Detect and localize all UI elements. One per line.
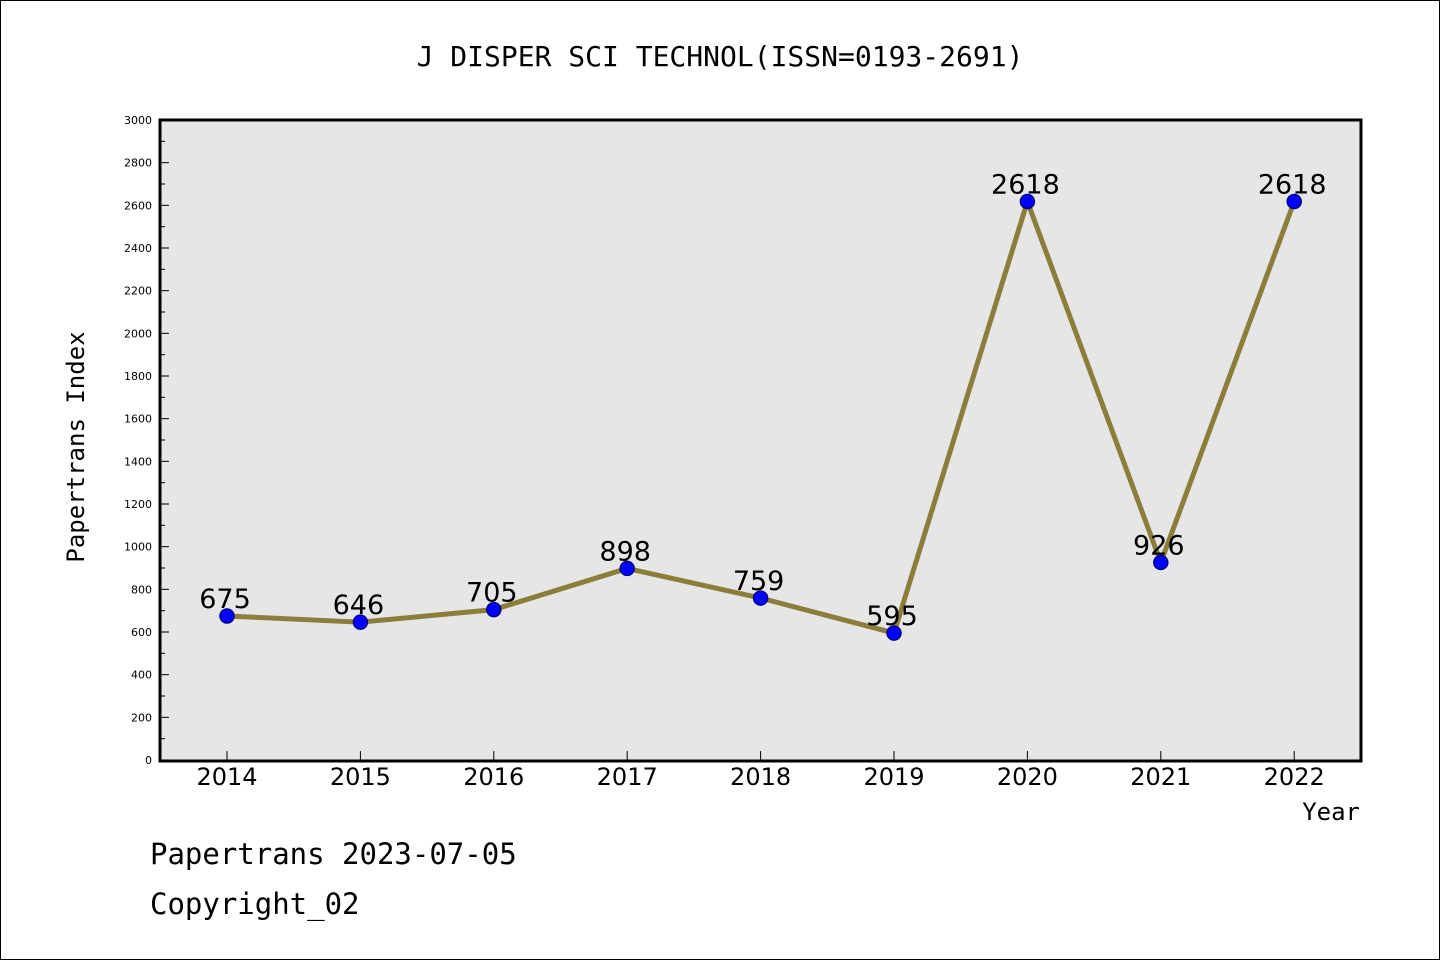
data-point <box>886 625 902 641</box>
y-tick-label: 3000 <box>124 114 152 127</box>
data-label: 646 <box>333 590 385 621</box>
y-tick-label: 0 <box>145 754 152 767</box>
y-tick-label: 1000 <box>124 541 152 554</box>
x-tick-label: 2016 <box>463 763 524 791</box>
y-tick-label: 200 <box>131 711 152 724</box>
plot-area <box>158 118 1363 763</box>
data-point <box>486 601 502 618</box>
y-tick-label: 2800 <box>124 157 152 170</box>
footer-date: Papertrans 2023-07-05 <box>150 837 517 871</box>
x-tick-label: 2017 <box>597 763 658 791</box>
y-tick-label: 1400 <box>124 455 152 468</box>
x-axis-label: Year <box>1302 798 1360 826</box>
y-tick-label: 2200 <box>124 285 152 298</box>
y-tick-label: 600 <box>131 626 152 639</box>
x-tick-label: 2018 <box>730 763 791 791</box>
y-axis-label: Papertrans Index <box>62 331 90 562</box>
data-labels: 675 646 705 898 759 595 2618 926 2618 <box>199 169 1326 632</box>
data-label: 2618 <box>1258 169 1327 200</box>
y-tick-label: 1200 <box>124 498 152 511</box>
chart-title: J DISPER SCI TECHNOL(ISSN=0193-2691) <box>417 40 1024 73</box>
x-tick-label: 2020 <box>997 763 1058 791</box>
y-tick-label: 2400 <box>124 242 152 255</box>
footer-copyright: Copyright_02 <box>150 887 360 922</box>
x-tick-label: 2014 <box>196 763 257 791</box>
data-label: 705 <box>466 578 518 609</box>
x-tick-label: 2019 <box>863 763 924 791</box>
data-point <box>1019 193 1036 210</box>
data-point <box>219 608 235 624</box>
data-label: 2618 <box>991 169 1060 200</box>
data-point <box>619 560 635 577</box>
data-point <box>752 590 769 606</box>
x-tick-label: 2021 <box>1130 763 1191 791</box>
x-axis: 2014 2015 2016 2017 2018 2019 2020 2021 2022 <box>196 751 1325 791</box>
data-label: 926 <box>1133 530 1185 561</box>
y-tick-label: 1600 <box>124 413 152 426</box>
y-tick-label: 400 <box>131 669 152 682</box>
y-tick-label: 800 <box>131 583 152 596</box>
y-axis: 0 200 400 600 800 1000 1200 1400 1600 1800 2000 220… <box>124 114 169 767</box>
y-tick-label: 1800 <box>124 370 152 383</box>
data-label: 759 <box>733 566 785 597</box>
data-point <box>1153 554 1169 571</box>
data-label: 898 <box>599 536 651 567</box>
y-tick-label: 2000 <box>124 327 152 340</box>
y-tick-label: 2600 <box>124 199 152 212</box>
data-label: 595 <box>866 601 918 632</box>
data-point <box>1286 193 1302 210</box>
x-tick-label: 2015 <box>330 763 391 791</box>
data-label: 675 <box>199 584 251 615</box>
data-point <box>352 614 369 630</box>
x-tick-label: 2022 <box>1264 763 1325 791</box>
data-markers <box>219 193 1302 641</box>
